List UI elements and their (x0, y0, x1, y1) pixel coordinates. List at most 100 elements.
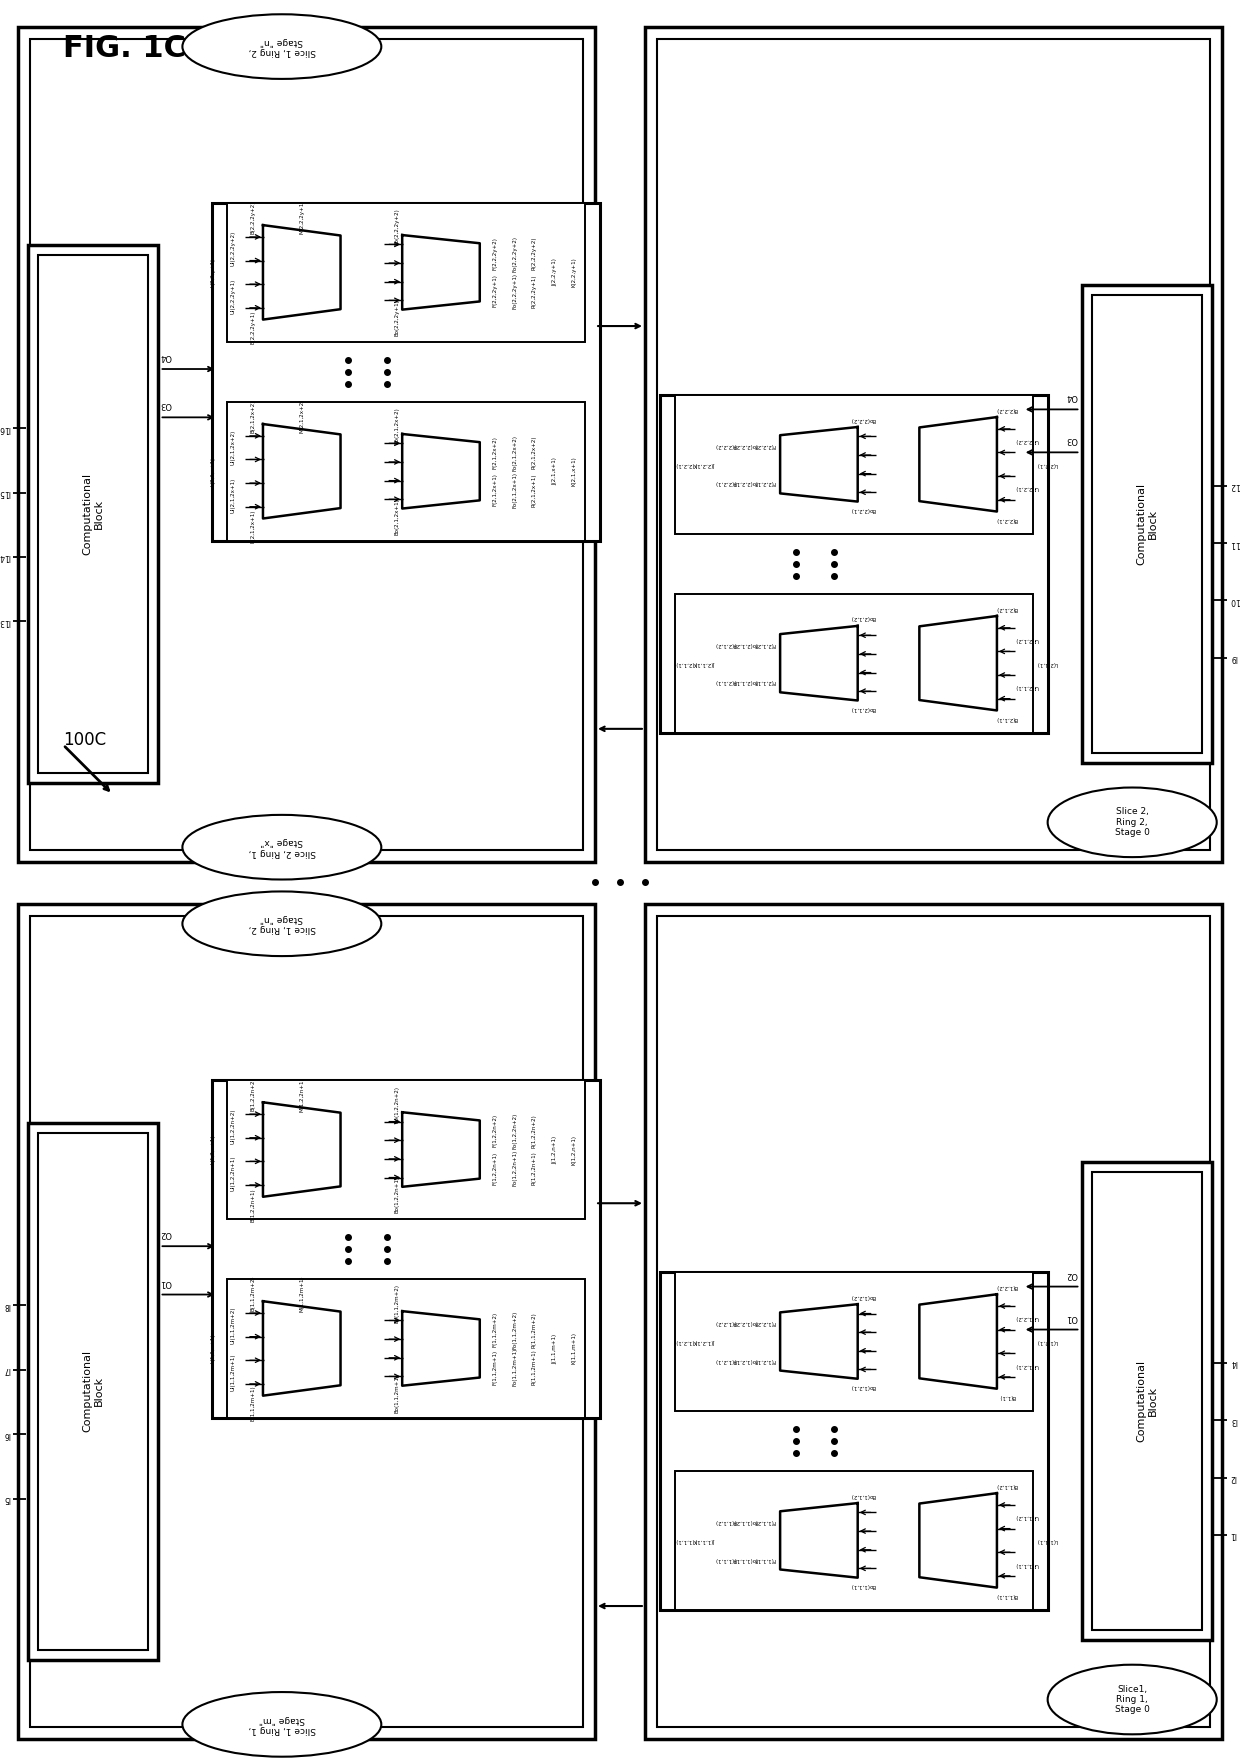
Text: R(1,1,2m+1): R(1,1,2m+1) (532, 1349, 537, 1385)
Text: Fo(1,1,2m+1): Fo(1,1,2m+1) (512, 1348, 517, 1387)
Text: L(2,2,y+1): L(2,2,y+1) (211, 258, 216, 288)
Text: Bo(2,2,2y+2): Bo(2,2,2y+2) (394, 208, 399, 245)
Text: Slice 1, Ring 2,
Stage "n": Slice 1, Ring 2, Stage "n" (248, 914, 316, 933)
Text: Fo(2,1,2): Fo(2,1,2) (733, 642, 758, 647)
Text: Bo(1,1,2m+2): Bo(1,1,2m+2) (394, 1284, 399, 1323)
Text: Ui(1,1,2): Ui(1,1,2) (1014, 1514, 1039, 1519)
Text: Bo(1,1,2m+1): Bo(1,1,2m+1) (394, 1374, 399, 1413)
Text: K(1,1,m+1): K(1,1,m+1) (572, 1332, 577, 1364)
Text: Fo(1,1,1): Fo(1,1,1) (733, 1556, 758, 1561)
Text: Ui(1,1,2m+2): Ui(1,1,2m+2) (231, 1305, 236, 1344)
Text: M(2,1,2x+2): M(2,1,2x+2) (299, 399, 304, 434)
Text: Ui(2,2,2y+1): Ui(2,2,2y+1) (231, 279, 236, 314)
Text: Bo(2,1,2x+1): Bo(2,1,2x+1) (394, 497, 399, 534)
Text: F(2,2,2y+2): F(2,2,2y+2) (492, 238, 497, 270)
Text: R(2,2,2y+1): R(2,2,2y+1) (532, 273, 537, 307)
Text: O1: O1 (160, 1277, 171, 1286)
Text: Slice 2,
Ring 2,
Stage 0: Slice 2, Ring 2, Stage 0 (1115, 808, 1149, 838)
Text: I3: I3 (1230, 1416, 1236, 1425)
Text: Ui(2,2,2): Ui(2,2,2) (1014, 437, 1039, 443)
Text: R(2,1,2x+2): R(2,1,2x+2) (532, 436, 537, 469)
Text: Fo(1,2,1): Fo(1,2,1) (733, 1358, 758, 1362)
Text: B(2,1,2): B(2,1,2) (996, 605, 1018, 610)
Text: Bo(1,1,2): Bo(1,1,2) (851, 1492, 875, 1498)
Bar (675, 395, 1033, 534)
Text: Ui(1,2,2n+1): Ui(1,2,2n+1) (231, 1155, 236, 1191)
Text: Fo(1,1,2): Fo(1,1,2) (733, 1519, 758, 1524)
Text: Ui(1,1,1): Ui(1,1,1) (1014, 1561, 1039, 1566)
Text: L(1,1,n+1): L(1,1,n+1) (211, 1334, 216, 1364)
Text: Computational
Block: Computational Block (82, 473, 104, 556)
Text: Bo(2,1,2): Bo(2,1,2) (851, 616, 875, 621)
Text: Fo(1,2,2n+1): Fo(1,2,2n+1) (512, 1150, 517, 1187)
Text: M(1,1,2m+1): M(1,1,2m+1) (299, 1275, 304, 1312)
Text: B(1,1,1): B(1,1,1) (996, 1593, 1018, 1598)
Text: L(1,1,1): L(1,1,1) (1037, 1538, 1058, 1544)
Text: K(2,1,x+1): K(2,1,x+1) (572, 457, 577, 487)
Text: J(1,1,1): J(1,1,1) (696, 1538, 715, 1544)
Text: Bo(2,2,1): Bo(2,2,1) (851, 506, 875, 512)
Text: L(2,2,1): L(2,2,1) (1037, 462, 1058, 467)
Text: R(1,2,2n+1): R(1,2,2n+1) (532, 1152, 537, 1185)
Text: F(1,2,1): F(1,2,1) (754, 1358, 776, 1362)
Text: FIG. 1C: FIG. 1C (63, 34, 186, 64)
Text: F(1,2,2n+1): F(1,2,2n+1) (492, 1152, 497, 1185)
Bar (660, 1272, 1048, 1611)
Text: Bo(2,1,1): Bo(2,1,1) (851, 706, 875, 711)
Bar (1083, 1162, 1211, 1641)
Text: R(2,2,2): R(2,2,2) (714, 443, 737, 448)
Text: L(1,2,1): L(1,2,1) (1037, 1339, 1058, 1344)
Bar (227, 402, 585, 542)
Text: Fo(2,2,2y+1): Fo(2,2,2y+1) (512, 273, 517, 309)
Text: B(1,2,2n+1): B(1,2,2n+1) (250, 1187, 255, 1221)
Text: R(2,2,1): R(2,2,1) (714, 480, 737, 485)
Text: Fo(2,1,2x+2): Fo(2,1,2x+2) (512, 434, 517, 471)
Text: R(2,1,2x+1): R(2,1,2x+1) (532, 473, 537, 506)
Text: J(1,1,m+1): J(1,1,m+1) (552, 1334, 557, 1364)
Text: I11: I11 (1230, 538, 1240, 547)
Text: I8: I8 (4, 1300, 10, 1311)
Text: I13: I13 (0, 617, 10, 626)
Text: O3: O3 (1065, 436, 1078, 445)
Text: B(2,2,2): B(2,2,2) (996, 406, 1018, 411)
Text: Slice1,
Ring 1,
Stage 0: Slice1, Ring 1, Stage 0 (1115, 1685, 1149, 1715)
Text: K(2,2,1): K(2,2,1) (675, 462, 697, 467)
Bar (212, 1080, 600, 1418)
Bar (212, 203, 600, 542)
Bar (675, 1272, 1033, 1411)
Text: F(1,2,2n+2): F(1,2,2n+2) (492, 1115, 497, 1147)
Text: F(1,1,2): F(1,1,2) (754, 1519, 776, 1524)
Text: O2: O2 (160, 1230, 171, 1238)
Text: R(2,2,2y+2): R(2,2,2y+2) (532, 236, 537, 270)
Text: I5: I5 (4, 1494, 10, 1503)
Text: B(2,1,1): B(2,1,1) (996, 716, 1018, 721)
Text: Ui(1,2,1): Ui(1,2,1) (1014, 1362, 1039, 1367)
Text: Slice 2, Ring 1,
Stage "x": Slice 2, Ring 1, Stage "x" (248, 838, 316, 857)
Text: I6: I6 (4, 1429, 10, 1439)
Text: F(2,2,2): F(2,2,2) (754, 443, 776, 448)
Text: R(2,1,1): R(2,1,1) (714, 679, 737, 684)
Text: O3: O3 (160, 400, 171, 409)
Text: L(2,1,x+1): L(2,1,x+1) (211, 457, 216, 485)
Text: L(2,1,1): L(2,1,1) (1037, 662, 1058, 665)
Text: K(2,1,1): K(2,1,1) (675, 662, 697, 665)
Text: F(1,1,1): F(1,1,1) (754, 1556, 776, 1561)
Text: Ui(2,1,2): Ui(2,1,2) (1014, 637, 1039, 642)
Text: K(1,2,n+1): K(1,2,n+1) (572, 1134, 577, 1164)
Text: J(2,2,y+1): J(2,2,y+1) (552, 258, 557, 286)
Text: Bo(2,1,2x+2): Bo(2,1,2x+2) (394, 407, 399, 445)
Text: J(2,1,x+1): J(2,1,x+1) (552, 457, 557, 485)
Text: Ui(1,1,2m+1): Ui(1,1,2m+1) (231, 1353, 236, 1390)
Ellipse shape (182, 891, 382, 956)
Text: Bo(2,2,2y+1): Bo(2,2,2y+1) (394, 300, 399, 335)
Text: O4: O4 (1065, 392, 1078, 402)
Text: J(2,1,1): J(2,1,1) (696, 662, 715, 665)
Text: Ui(1,2,2n+2): Ui(1,2,2n+2) (231, 1108, 236, 1143)
Text: Computational
Block: Computational Block (1136, 483, 1158, 564)
Text: J(1,2,n+1): J(1,2,n+1) (552, 1136, 557, 1164)
Text: B(2,2,1): B(2,2,1) (996, 517, 1018, 522)
Text: B(1,1,2m+1): B(1,1,2m+1) (250, 1387, 255, 1422)
Text: B(1,1,2m+2): B(1,1,2m+2) (250, 1275, 255, 1311)
Bar (657, 39, 1210, 850)
Text: F(1,1,2m+1): F(1,1,2m+1) (492, 1349, 497, 1385)
